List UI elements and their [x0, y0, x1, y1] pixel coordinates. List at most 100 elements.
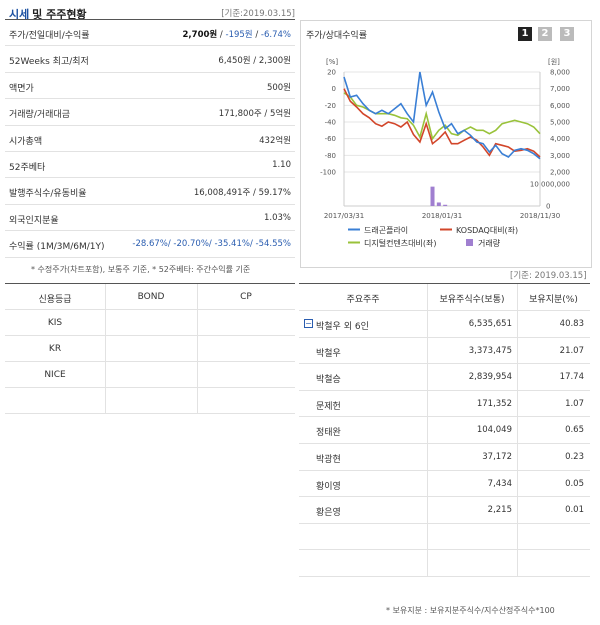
holder-pct: 0.65	[565, 425, 584, 436]
market-row-label: 액면가	[9, 83, 34, 94]
price-change-rate: -6.74%	[260, 30, 291, 40]
price-separator: /	[252, 30, 261, 40]
row-divider	[5, 387, 295, 388]
credit-row: NICE	[5, 362, 295, 388]
chart-button-3[interactable]: 3	[560, 27, 574, 41]
market-row-value: 500원	[266, 82, 291, 93]
volume-bar	[430, 186, 435, 206]
credit-agency: KIS	[47, 318, 63, 328]
market-table: 주가/전일대비/수익률 2,700원 / -195원 / -6.74% 52Week…	[5, 20, 295, 258]
holder-shares: 3,373,475	[468, 345, 512, 356]
row-divider	[5, 203, 295, 205]
row-divider	[5, 150, 295, 152]
legend-volume-swatch	[466, 239, 473, 246]
y-right-tick: 4,000	[550, 135, 570, 143]
y-left-tick: 0	[332, 85, 336, 93]
column-divider	[517, 284, 518, 577]
holder-name: 문제헌	[316, 401, 341, 412]
holder-row: 박광현 37,172 0.23	[299, 444, 590, 471]
row-divider	[5, 71, 295, 73]
market-row-label: 52Weeks 최고/최저	[9, 57, 89, 68]
holder-shares: 6,535,651	[468, 319, 512, 329]
row-divider	[5, 413, 295, 414]
row-divider	[5, 124, 295, 126]
holder-row: 박철우 3,373,475 21.07	[299, 338, 590, 365]
row-divider	[5, 45, 295, 47]
holder-name: 박광현	[316, 455, 341, 465]
row-divider	[299, 416, 590, 418]
holders-header: 주요주주 보유주식수(보통) 보유지분(%)	[299, 284, 590, 311]
credit-agency: KR	[48, 344, 62, 354]
market-row-label: 외국인지분율	[9, 215, 59, 226]
row-divider	[5, 230, 295, 232]
holder-shares: 37,172	[482, 452, 512, 462]
holder-shares: 2,839,954	[468, 372, 512, 383]
holder-shares: 2,215	[487, 505, 512, 516]
holder-name: 황이영	[316, 481, 341, 492]
market-row-label: 주가/전일대비/수익률	[9, 31, 90, 41]
section-title: 시세 및 주주현황	[9, 6, 87, 22]
market-row-value: -28.67%/ -20.70%/ -35.41%/ -54.55%	[132, 239, 291, 250]
holder-name[interactable]: 박철우 외 6인	[316, 322, 369, 332]
row-divider	[5, 256, 295, 258]
holder-row: 황이영 7,434 0.05	[299, 471, 590, 498]
market-row: 발행주식수/유동비율 16,008,491주 / 59.17%	[5, 178, 295, 205]
row-divider	[299, 336, 590, 338]
holder-shares: 171,352	[476, 398, 512, 409]
column-divider	[427, 284, 428, 577]
y-left-tick: -100	[320, 169, 336, 177]
right-axis-unit: [원]	[548, 57, 560, 66]
holder-pct: 17.74	[559, 372, 584, 383]
row-divider	[299, 522, 590, 524]
market-row-value: 1.03%	[263, 212, 291, 223]
row-divider	[5, 361, 295, 362]
market-row-label: 수익률 (1M/3M/6M/1Y)	[9, 242, 105, 253]
volume-bar	[443, 204, 448, 206]
market-row: 액면가 500원	[5, 73, 295, 100]
holder-pct: 1.07	[565, 398, 584, 409]
price-separator: /	[217, 30, 226, 40]
row-divider	[5, 309, 295, 310]
holder-row: − 박철우 외 6인 6,535,651 40.83	[299, 311, 590, 338]
row-divider	[299, 442, 590, 444]
y-left-tick: 20	[327, 69, 336, 77]
holder-row: 박철승 2,839,954 17.74	[299, 364, 590, 391]
market-row-value: 1.10	[272, 160, 291, 170]
x-tick: 2018/01/31	[422, 212, 462, 220]
price-chart: [%] [원] 20 0 -20 -40 -60 -80 -100 8,000 7,000 6,000…	[320, 57, 570, 248]
market-row: 시가총액 432억원	[5, 126, 295, 152]
market-row-value: 432억원	[259, 135, 291, 146]
kosdaq-line	[343, 88, 541, 158]
market-row: 52주베타 1.10	[5, 152, 295, 179]
chart-button-1[interactable]: 1	[518, 27, 532, 41]
holder-row: 문제헌 171,352 1.07	[299, 391, 590, 418]
row-divider	[299, 549, 590, 551]
holders-header-cell: 보유주식수(보통)	[439, 295, 505, 305]
collapse-icon[interactable]: −	[304, 319, 313, 328]
legend-price-label: 드래곤플라이	[364, 225, 408, 235]
credit-header-cell: 신용등급	[38, 295, 72, 305]
holders-header-cell: 보유지분(%)	[529, 295, 578, 305]
y-left-tick: -60	[325, 135, 336, 143]
chart-title: 주가/상대수익률	[306, 31, 367, 41]
title-sub: 및 주주현황	[32, 8, 87, 21]
chart-panel	[300, 20, 592, 268]
y-right-tick: 6,000	[550, 102, 570, 110]
y-left-tick: -40	[325, 119, 336, 127]
price-change: -195원	[225, 30, 253, 40]
credit-header-cell: CP	[240, 292, 252, 302]
credit-row	[5, 388, 295, 414]
credit-row: KR	[5, 336, 295, 362]
chart-button-2[interactable]: 2	[538, 27, 552, 41]
holder-row: 황은영 2,215 0.01	[299, 497, 590, 524]
market-row: 주가/전일대비/수익률 2,700원 / -195원 / -6.74%	[5, 20, 295, 47]
row-divider	[5, 177, 295, 179]
holder-pct: 0.01	[565, 505, 584, 516]
market-row: 외국인지분율 1.03%	[5, 205, 295, 232]
left-note: * 수정주가(차트포함), 보통주 기준, * 52주베타: 주간수익률 기준	[31, 265, 251, 274]
holder-row: 정태완 104,049 0.65	[299, 417, 590, 444]
holders-table: 주요주주 보유주식수(보통) 보유지분(%) − 박철우 외 6인 6,535,651 40…	[299, 284, 590, 602]
digital-content-line	[343, 92, 541, 141]
market-row-value: 16,008,491주 / 59.17%	[193, 188, 291, 199]
holder-name: 황은영	[316, 508, 341, 519]
